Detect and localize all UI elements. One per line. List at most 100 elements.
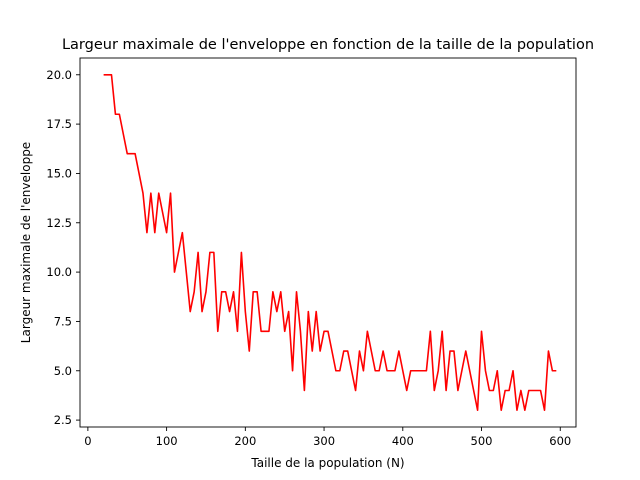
data-point (311, 350, 313, 352)
data-point (154, 232, 156, 234)
y-tick-label: 15.0 (46, 166, 72, 180)
data-point (504, 390, 506, 392)
data-point (548, 350, 550, 352)
data-point (280, 291, 282, 293)
data-point (248, 350, 250, 352)
data-point (119, 113, 121, 115)
data-point (264, 331, 266, 333)
y-tick-label: 10.0 (46, 265, 72, 279)
y-tick-label: 5.0 (54, 364, 72, 378)
data-point (245, 311, 247, 313)
data-point (256, 291, 258, 293)
data-point (406, 390, 408, 392)
data-point (296, 291, 298, 293)
y-tick-label: 7.5 (54, 314, 72, 328)
data-point (418, 370, 420, 372)
data-point (237, 331, 239, 333)
data-point (453, 350, 455, 352)
data-point (292, 370, 294, 372)
axes-frame (79, 57, 577, 428)
data-point (552, 370, 554, 372)
data-point (315, 311, 317, 313)
data-point (158, 192, 160, 194)
data-point (493, 390, 495, 392)
data-point (489, 390, 491, 392)
y-tick-label: 17.5 (46, 117, 72, 131)
data-point (386, 370, 388, 372)
data-point (233, 291, 235, 293)
data-point (457, 390, 459, 392)
data-point (193, 291, 195, 293)
data-point (162, 212, 164, 214)
data-point (323, 331, 325, 333)
data-point (126, 153, 128, 155)
chart-title: Largeur maximale de l'enveloppe en fonct… (62, 37, 594, 53)
data-point (300, 331, 302, 333)
data-point (115, 113, 117, 115)
data-point (437, 370, 439, 372)
data-point (327, 331, 329, 333)
data-point (166, 232, 168, 234)
data-point (441, 331, 443, 333)
data-point (185, 271, 187, 273)
data-point (304, 390, 306, 392)
data-point (500, 409, 502, 411)
data-point (339, 370, 341, 372)
data-point (252, 291, 254, 293)
data-point (351, 370, 353, 372)
data-point (205, 291, 207, 293)
data-point (465, 350, 467, 352)
data-point (402, 370, 404, 372)
data-point (477, 409, 479, 411)
data-point (532, 390, 534, 392)
data-point (331, 350, 333, 352)
data-point (394, 370, 396, 372)
y-axis-label: Largeur maximale de l'enveloppe (19, 142, 33, 343)
data-point (347, 350, 349, 352)
data-point (481, 331, 483, 333)
data-point (382, 350, 384, 352)
data-point (536, 390, 538, 392)
y-tick-label: 20.0 (46, 68, 72, 82)
data-point (217, 331, 219, 333)
data-point (461, 370, 463, 372)
y-tick-label: 12.5 (46, 216, 72, 230)
data-point (374, 370, 376, 372)
data-point (241, 252, 243, 254)
data-point (319, 350, 321, 352)
data-point (544, 409, 546, 411)
x-tick-label: 0 (84, 434, 91, 448)
data-point (485, 370, 487, 372)
series-line-0 (103, 73, 557, 412)
data-point (520, 390, 522, 392)
data-point (288, 311, 290, 313)
data-point (371, 350, 373, 352)
data-point (469, 370, 471, 372)
data-point (449, 350, 451, 352)
x-tick-label: 500 (471, 434, 493, 448)
data-point (473, 390, 475, 392)
data-point (367, 331, 369, 333)
data-point (197, 252, 199, 254)
data-point (410, 370, 412, 372)
data-point (103, 74, 105, 76)
data-point (359, 350, 361, 352)
data-point (363, 370, 365, 372)
data-point (508, 390, 510, 392)
data-point (556, 370, 558, 372)
plot-area (103, 73, 558, 412)
x-tick-label: 300 (313, 434, 335, 448)
data-point (528, 390, 530, 392)
data-point (355, 390, 357, 392)
data-point (445, 390, 447, 392)
data-point (496, 370, 498, 372)
x-tick-label: 100 (156, 434, 178, 448)
data-point (398, 350, 400, 352)
data-point (414, 370, 416, 372)
data-point (178, 252, 180, 254)
data-point (209, 252, 211, 254)
data-point (146, 232, 148, 234)
data-point (268, 331, 270, 333)
